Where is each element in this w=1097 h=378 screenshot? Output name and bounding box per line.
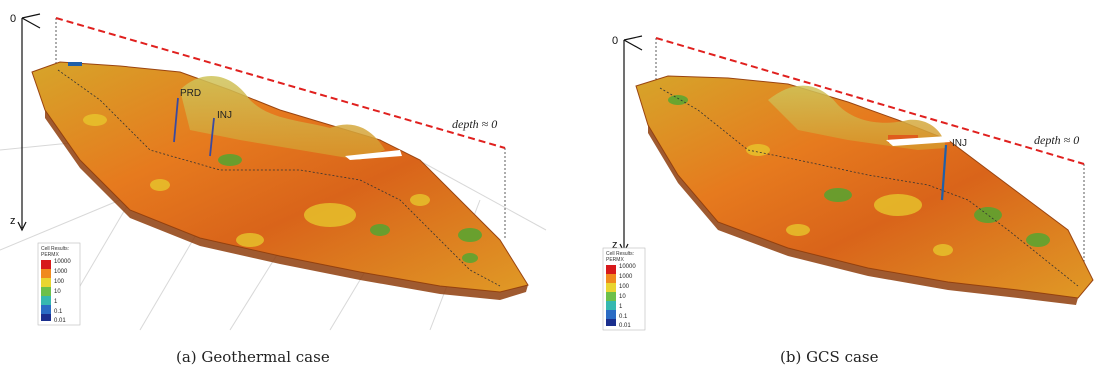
legend-tick: 0.1 <box>619 314 628 320</box>
legend-tick: 0.01 <box>619 323 631 329</box>
reservoir-view-a: 0 z depth ≈ 0 <box>0 13 547 331</box>
wells: PRD INJ <box>173 88 232 157</box>
legend-tick: 1000 <box>619 274 633 280</box>
legend-title-1: Cell Results: <box>606 251 634 257</box>
axis-arrows <box>619 35 643 254</box>
legend-title-2: PERMX <box>606 257 624 263</box>
legend-tick: 10000 <box>54 259 71 265</box>
legend-tick: 100 <box>619 284 630 290</box>
legend-tick: 0.1 <box>54 309 63 315</box>
legend-tick: 1 <box>54 299 58 305</box>
origin-label: 0 <box>10 13 16 25</box>
wells: INJ <box>940 138 967 201</box>
caption-b: (b) GCS case <box>780 348 879 366</box>
legend-title-1: Cell Results: <box>41 246 69 252</box>
depth-zero-line <box>55 17 506 149</box>
caption-a: (a) Geothermal case <box>176 348 330 366</box>
reservoir-model <box>31 61 529 300</box>
well-label-prd: PRD <box>180 88 201 99</box>
legend-tick: 1 <box>619 304 623 310</box>
permx-legend: Cell Results: PERMX 10000 1000 100 10 1 … <box>602 247 646 331</box>
legend-tick: 10 <box>619 294 626 300</box>
well-prd <box>173 97 179 143</box>
depth-zero-line <box>655 37 1085 165</box>
legend-title-2: PERMX <box>41 252 59 258</box>
legend-tick: 10000 <box>619 264 636 270</box>
legend-tick: 100 <box>54 279 65 285</box>
legend-tick: 10 <box>54 289 61 295</box>
well-inj <box>209 117 215 157</box>
panel-geothermal: 0 z depth ≈ 0 <box>0 0 548 378</box>
well-label-inj: INJ <box>217 110 232 121</box>
permx-legend: Cell Results: PERMX 10000 1000 100 10 1 … <box>37 242 81 326</box>
panel-gcs: 0 z depth ≈ 0 <box>548 0 1097 378</box>
legend-tick: 0.01 <box>54 318 66 324</box>
reservoir-view-b: 0 z depth ≈ 0 <box>602 35 1094 331</box>
z-axis-label: z <box>612 239 618 251</box>
axis-arrows <box>17 13 41 232</box>
well-label-inj: INJ <box>952 138 967 149</box>
depth-label: depth ≈ 0 <box>1034 133 1079 147</box>
well-inj <box>940 144 948 201</box>
reservoir-model <box>635 75 1094 305</box>
z-axis-label: z <box>10 215 16 227</box>
depth-label: depth ≈ 0 <box>452 117 497 131</box>
origin-label: 0 <box>612 35 618 47</box>
legend-tick: 1000 <box>54 269 68 275</box>
